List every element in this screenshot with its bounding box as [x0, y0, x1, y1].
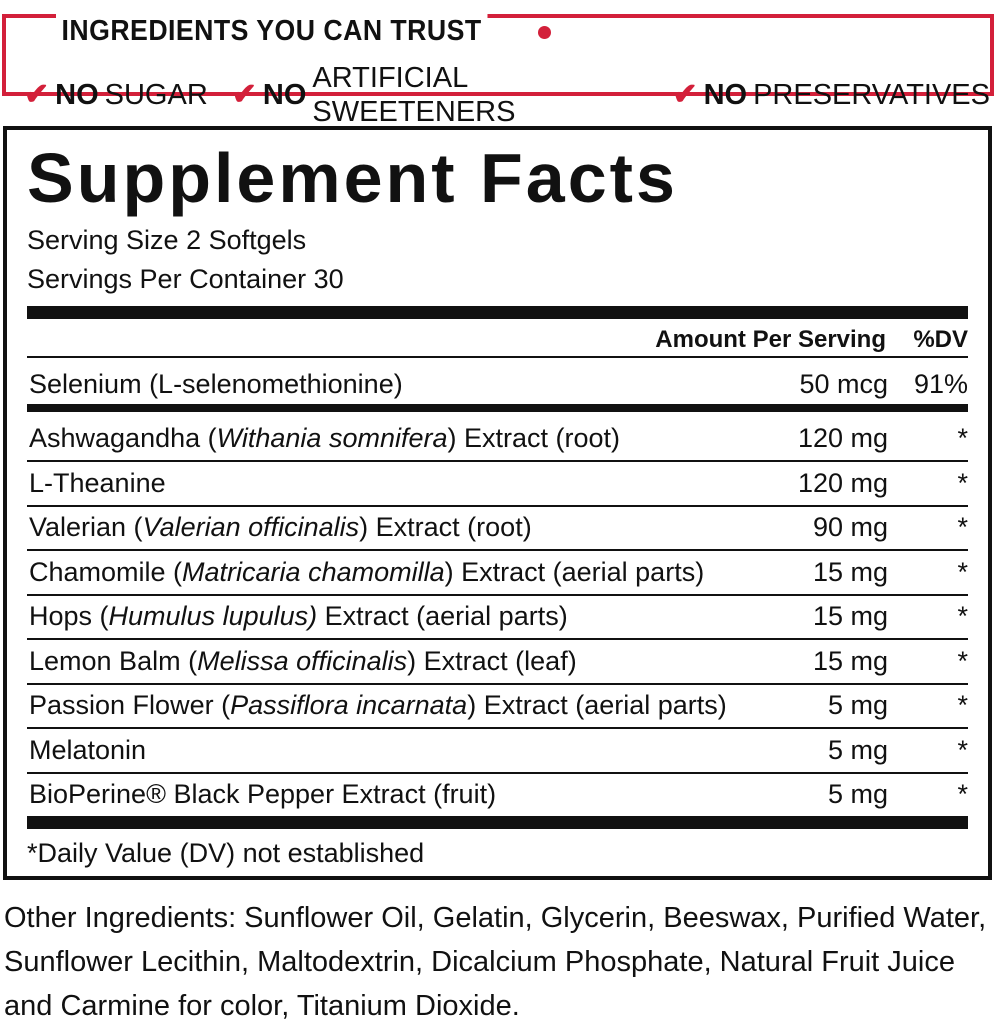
divider-medium — [27, 404, 968, 412]
ingredient-name: Chamomile (Matricaria chamomilla) Extrac… — [29, 554, 704, 590]
ingredient-amount: 5 mg — [827, 779, 888, 809]
name-suffix: Extract (aerial parts) — [317, 601, 568, 631]
ingredient-row: Passion Flower (Passiflora incarnata) Ex… — [27, 687, 968, 723]
name-text: Lemon Balm ( — [29, 645, 198, 676]
divider — [27, 771, 968, 774]
ingredient-dv: * — [957, 556, 968, 587]
checkmark-icon: ✔ — [672, 78, 698, 111]
name-text: Passion Flower ( — [29, 690, 231, 720]
ingredient-row: Lemon Balm (Melissa officinalis) Extract… — [27, 643, 968, 679]
ingredient-dv: * — [957, 779, 968, 809]
latin-name: Matricaria chamomilla — [182, 556, 445, 587]
ingredient-dv: * — [957, 690, 968, 720]
ingredient-name: Lemon Balm (Melissa officinalis) Extract… — [29, 643, 577, 679]
divider — [27, 356, 968, 358]
ingredient-row: Chamomile (Matricaria chamomilla) Extrac… — [27, 554, 968, 590]
name-text: L-Theanine — [29, 467, 166, 498]
ingredient-row: BioPerine® Black Pepper Extract (fruit) … — [27, 776, 968, 812]
ingredient-amount: 5 mg — [827, 690, 888, 720]
latin-name: Withania somnifera — [216, 423, 448, 453]
ingredient-name: Passion Flower (Passiflora incarnata) Ex… — [29, 687, 727, 723]
banner-title: INGREDIENTS YOU CAN TRUST — [56, 14, 488, 48]
serving-size: Serving Size 2 Softgels — [27, 225, 307, 255]
claim-text: PRESERVATIVES — [753, 79, 990, 111]
ingredient-amount: 120 mg — [797, 467, 888, 498]
ingredient-dv: * — [957, 512, 968, 542]
ingredient-dv: * — [957, 734, 968, 765]
ingredient-amount: 5 mg — [827, 734, 888, 765]
ingredient-row: L-Theanine 120 mg * — [27, 465, 968, 501]
ingredient-dv: 91% — [913, 369, 968, 399]
servings-per-container: Servings Per Container 30 — [27, 264, 344, 294]
footnote: *Daily Value (DV) not established — [27, 838, 425, 868]
supplement-facts-panel: Supplement Facts Serving Size 2 Softgels… — [3, 126, 992, 880]
checkmark-icon: ✔ — [24, 78, 50, 111]
trust-banner: INGREDIENTS YOU CAN TRUST ✔ NO SUGAR ✔ NO AR… — [2, 14, 994, 128]
ingredient-amount: 15 mg — [812, 556, 888, 587]
ingredient-amount: 15 mg — [812, 645, 888, 676]
divider — [27, 549, 968, 551]
checkmark-icon: ✔ — [231, 78, 257, 111]
name-text: Melatonin — [29, 734, 147, 765]
claims-list: ✔ NO SUGAR ✔ NO ARTIFICIAL SWEETENERS ✔ NO PRE… — [24, 61, 990, 129]
divider — [27, 638, 968, 640]
name-text: BioPerine® Black Pepper Extract (fruit) — [29, 779, 497, 809]
ingredient-name: Selenium (L-selenomethionine) — [29, 369, 403, 399]
ingredient-dv: * — [957, 645, 968, 676]
ingredient-dv: * — [957, 423, 968, 453]
divider — [27, 727, 968, 729]
ingredient-name: Hops (Humulus lupulus) Extract (aerial p… — [29, 598, 568, 634]
other-ingredients: Other Ingredients: Sunflower Oil, Gelati… — [4, 902, 987, 1022]
claim-item: ✔ NO ARTIFICIAL SWEETENERS — [232, 61, 649, 129]
latin-name: Melissa officinalis — [197, 645, 408, 676]
ingredient-amount: 120 mg — [797, 423, 888, 453]
name-suffix: ) Extract (root) — [447, 423, 621, 453]
claim-bold: NO — [262, 79, 307, 111]
claim-item: ✔ NO PRESERVATIVES — [672, 61, 990, 129]
ingredient-amount: 15 mg — [812, 601, 888, 631]
ingredient-name: L-Theanine — [29, 465, 166, 501]
divider — [27, 504, 968, 507]
ingredient-name: Ashwagandha (Withania somnifera) Extract… — [29, 420, 620, 456]
divider — [27, 682, 968, 685]
claim-text: SUGAR — [104, 79, 208, 111]
divider-thick — [27, 306, 968, 319]
ingredient-row: Ashwagandha (Withania somnifera) Extract… — [27, 420, 968, 456]
ingredient-dv: * — [957, 467, 968, 498]
name-suffix: ) Extract (leaf) — [407, 645, 577, 676]
claim-bold: NO — [703, 79, 748, 111]
ingredient-name: Melatonin — [29, 732, 146, 768]
divider — [27, 593, 968, 596]
header-dv: %DV — [913, 326, 968, 353]
latin-name: Humulus lupulus) — [108, 601, 318, 631]
ingredient-name: BioPerine® Black Pepper Extract (fruit) — [29, 776, 496, 812]
claim-item: ✔ NO SUGAR — [24, 61, 208, 129]
name-text: Valerian ( — [29, 512, 143, 542]
latin-name: Valerian officinalis — [142, 512, 360, 542]
name-text: Ashwagandha ( — [29, 423, 217, 453]
ingredient-name: Valerian (Valerian officinalis) Extract … — [29, 509, 532, 545]
header-row: Amount Per Serving %DV — [27, 322, 968, 358]
divider-thick — [27, 816, 968, 829]
ingredient-amount: 90 mg — [812, 512, 888, 542]
claim-bold: NO — [55, 79, 99, 111]
name-suffix: ) Extract (aerial parts) — [444, 556, 705, 587]
ingredient-row: Melatonin 5 mg * — [27, 732, 968, 768]
latin-name: Passiflora incarnata — [230, 690, 468, 720]
ingredient-dv: * — [957, 601, 968, 631]
ingredient-amount: 50 mcg — [799, 369, 888, 399]
banner-dot — [538, 26, 551, 39]
name-text: Chamomile ( — [29, 556, 183, 587]
claim-text: ARTIFICIAL SWEETENERS — [312, 62, 516, 128]
name-suffix: ) Extract (aerial parts) — [467, 690, 727, 720]
ingredient-row: Valerian (Valerian officinalis) Extract … — [27, 509, 968, 545]
name-text: Hops ( — [29, 601, 109, 631]
divider — [27, 460, 968, 462]
ingredient-row: Hops (Humulus lupulus) Extract (aerial p… — [27, 598, 968, 634]
selenium-row: Selenium (L-selenomethionine) 50 mcg 91% — [27, 366, 968, 402]
name-suffix: ) Extract (root) — [359, 512, 532, 542]
header-amount: Amount Per Serving — [655, 326, 886, 353]
facts-title: Supplement Facts — [27, 139, 678, 217]
